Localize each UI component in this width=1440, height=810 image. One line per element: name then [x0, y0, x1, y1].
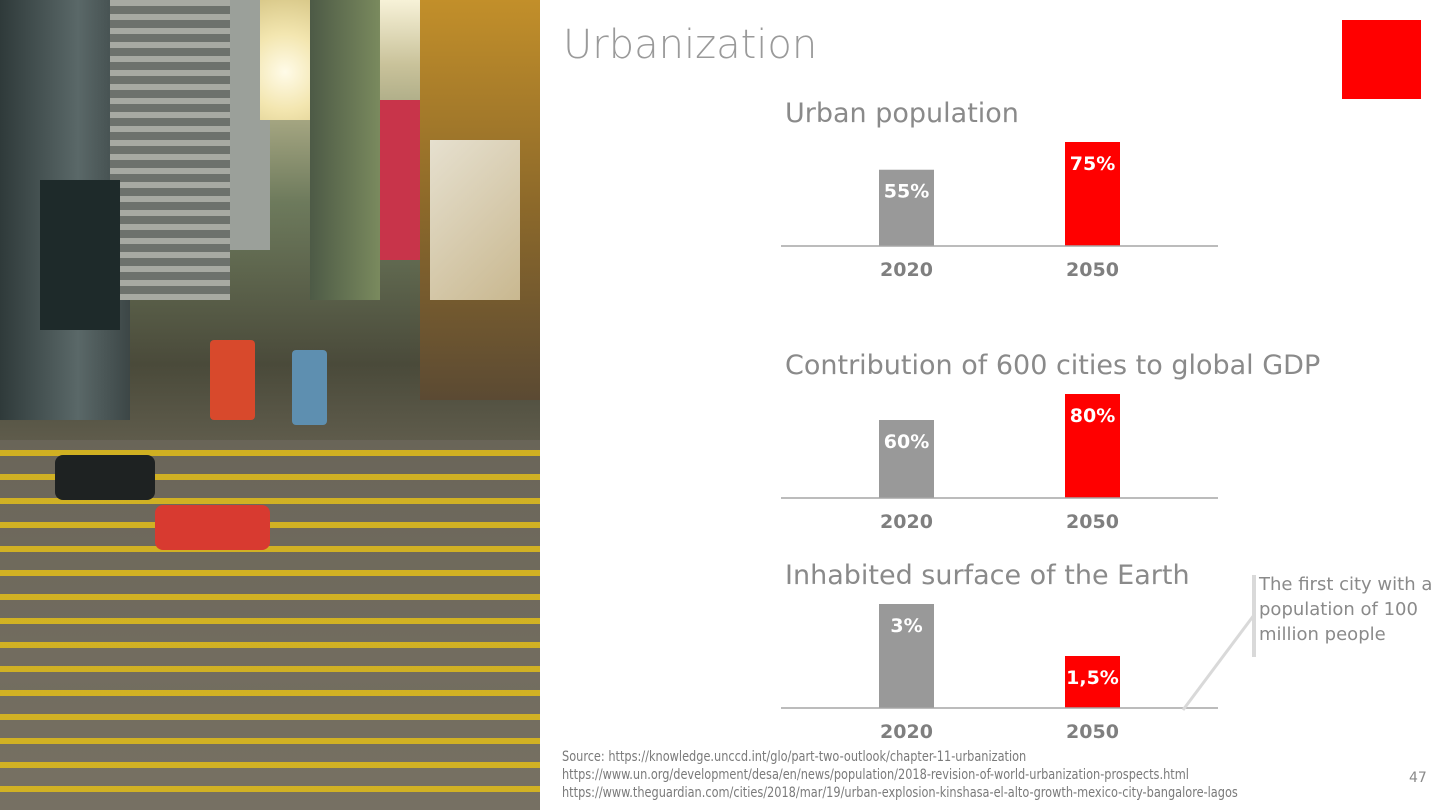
x-tick-label: 2050 [1066, 511, 1119, 533]
chart-gdp-contribution: 60% 2020 80% 2050 [781, 394, 1218, 533]
page-number: 47 [1409, 770, 1427, 786]
x-tick-label: 2020 [880, 259, 933, 281]
x-tick-label: 2020 [880, 721, 933, 743]
source-text: Source: https://knowledge.unccd.int/glo/… [562, 748, 1238, 802]
chart-inhabited-surface: 3% 2020 1,5% 2050 [781, 604, 1218, 743]
bar-2020 [879, 604, 934, 708]
chart-title-inhabited-surface: Inhabited surface of the Earth [785, 560, 1190, 591]
chart-title-urban-population: Urban population [785, 98, 1019, 129]
x-tick-label: 2050 [1066, 721, 1119, 743]
chart-urban-population: 55% 2020 75% 2050 [781, 142, 1218, 281]
city-street-photo [0, 0, 540, 810]
bar-2050 [1065, 394, 1120, 498]
data-label: 55% [884, 181, 929, 203]
bar-2050 [1065, 656, 1120, 708]
bar-2020 [879, 169, 934, 246]
callout-line [1181, 614, 1256, 711]
source-line: https://www.theguardian.com/cities/2018/… [562, 785, 1238, 801]
bar-2050 [1065, 142, 1120, 246]
data-label: 3% [890, 615, 922, 637]
data-label: 80% [1070, 405, 1115, 427]
accent-square [1342, 20, 1421, 99]
chart-title-gdp: Contribution of 600 cities to global GDP [785, 350, 1321, 381]
data-label: 60% [884, 431, 929, 453]
source-line: https://www.un.org/development/desa/en/n… [562, 767, 1189, 783]
callout-note: The first city with a population of 100 … [1259, 574, 1433, 645]
data-label: 75% [1070, 153, 1115, 175]
x-tick-label: 2020 [880, 511, 933, 533]
x-tick-label: 2050 [1066, 259, 1119, 281]
bar-2020 [879, 420, 934, 498]
slide-title: Urbanization [563, 22, 818, 68]
data-label: 1,5% [1066, 667, 1119, 689]
source-line: Source: https://knowledge.unccd.int/glo/… [562, 749, 1027, 765]
